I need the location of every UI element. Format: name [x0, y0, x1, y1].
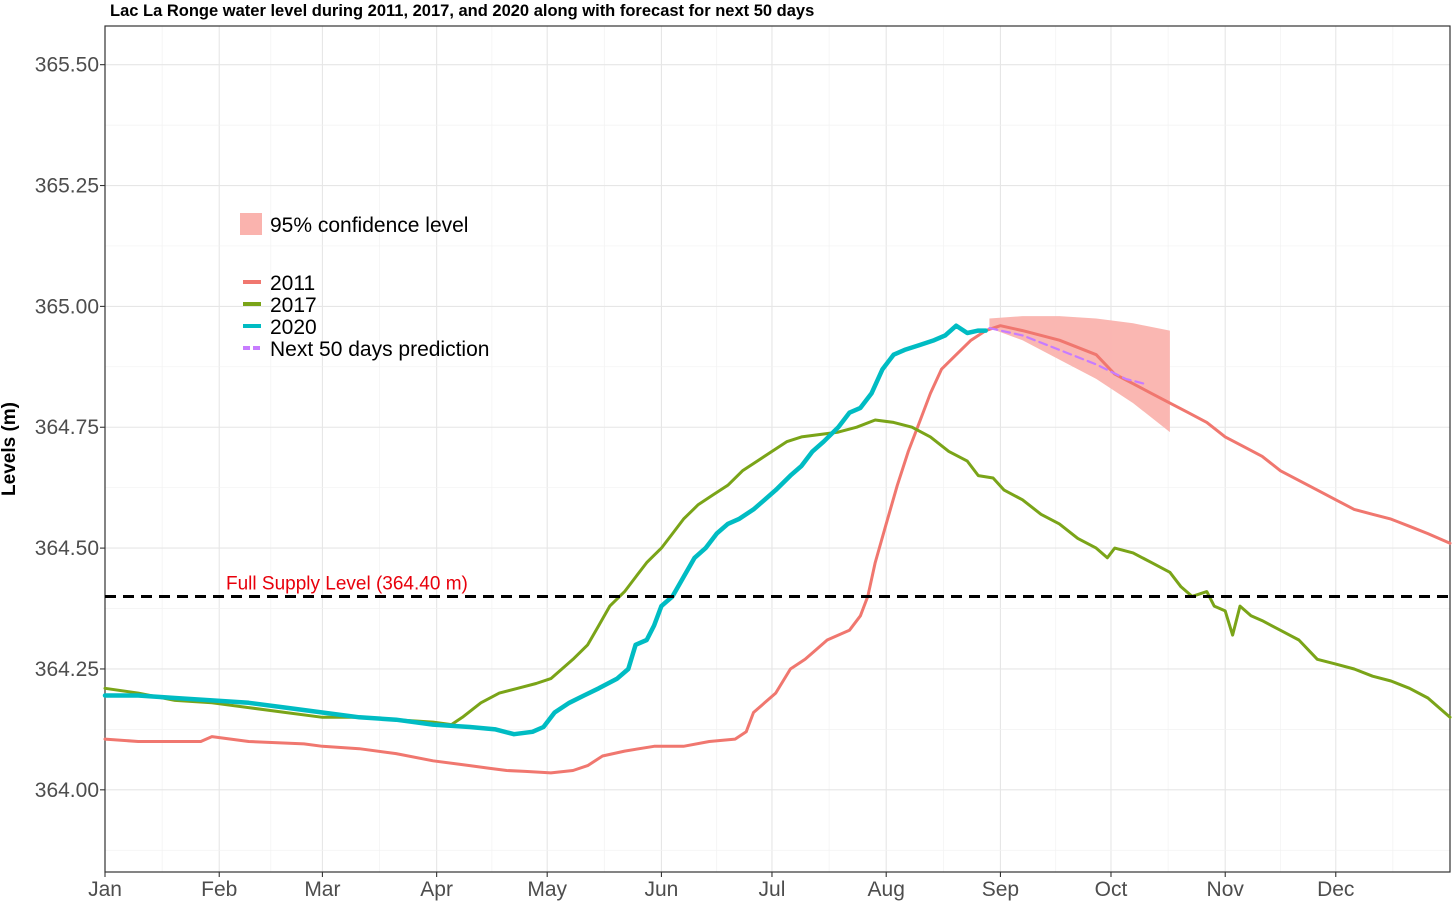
y-tick-label: 365.25 — [35, 175, 99, 198]
legend-label-2020: 2020 — [270, 316, 317, 339]
legend-key-confidence-band — [240, 213, 262, 235]
x-tick-label: Aug — [868, 878, 905, 901]
legend-label-2011: 2011 — [270, 272, 315, 295]
confidence-band-layer — [989, 316, 1170, 433]
chart-title: Lac La Ronge water level during 2011, 20… — [110, 2, 815, 20]
x-tick-label: Apr — [420, 878, 453, 901]
axis-layer: 364.00 364.25 364.50 364.75 365.00 365.25 365.… — [0, 54, 1354, 901]
y-axis-title: Levels (m) — [0, 402, 20, 496]
series-line-next-50-days-prediction — [988, 327, 1146, 385]
x-tick-label: Jul — [759, 878, 786, 901]
x-tick-label: Nov — [1207, 878, 1245, 901]
series-layer — [102, 323, 1452, 775]
reference-line-layer: Full Supply Level (364.40 m) — [105, 573, 1450, 598]
x-tick-label: Feb — [201, 878, 237, 901]
y-tick-label: 364.50 — [35, 537, 99, 560]
x-tick-label: Mar — [304, 878, 340, 901]
legend-label-next-50-days-prediction: Next 50 days prediction — [270, 338, 489, 361]
y-tick-label: 365.00 — [35, 295, 99, 318]
y-tick-label: 365.50 — [35, 54, 99, 77]
x-tick-label: Sep — [982, 878, 1019, 901]
y-tick-label: 364.75 — [35, 416, 99, 439]
legend-label-confidence-band: 95% confidence level — [270, 214, 468, 237]
x-tick-label: Jan — [88, 878, 122, 901]
x-tick-label: Oct — [1095, 878, 1128, 901]
x-tick-label: May — [527, 878, 567, 901]
series-line-2020 — [102, 323, 988, 737]
series-line-2017 — [103, 418, 1452, 727]
y-tick-label: 364.25 — [35, 658, 99, 681]
grid-layer — [104, 26, 1450, 872]
full-supply-level-label: Full Supply Level (364.40 m) — [226, 573, 468, 594]
confidence-band — [989, 316, 1170, 433]
y-tick-label: 364.00 — [35, 779, 99, 802]
series-line-2011 — [103, 324, 1452, 775]
panel-border — [104, 25, 1451, 873]
x-tick-label: Dec — [1317, 878, 1354, 901]
x-tick-label: Jun — [644, 878, 678, 901]
legend-label-2017: 2017 — [270, 294, 317, 317]
